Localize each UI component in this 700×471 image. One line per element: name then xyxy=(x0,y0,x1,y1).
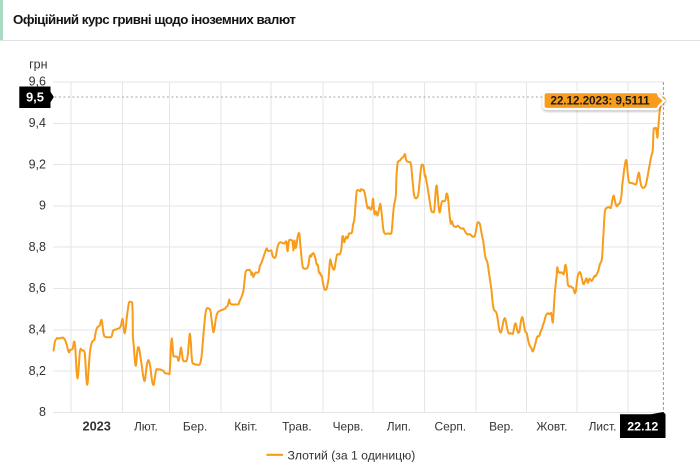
svg-text:2023: 2023 xyxy=(82,419,110,434)
svg-text:9,5: 9,5 xyxy=(26,90,44,105)
svg-text:8,6: 8,6 xyxy=(29,281,46,295)
svg-text:22.12: 22.12 xyxy=(627,420,658,434)
svg-text:Жовт.: Жовт. xyxy=(536,420,567,434)
svg-text:Черв.: Черв. xyxy=(333,420,364,434)
svg-text:Квіт.: Квіт. xyxy=(234,420,257,434)
svg-text:Злотий (за 1 одиницю): Злотий (за 1 одиницю) xyxy=(288,448,416,462)
svg-text:9,4: 9,4 xyxy=(29,116,46,130)
svg-text:9: 9 xyxy=(39,199,46,213)
svg-text:Серп.: Серп. xyxy=(435,420,467,434)
svg-text:Лип.: Лип. xyxy=(387,420,411,434)
svg-text:Лют.: Лют. xyxy=(134,420,158,434)
svg-text:Трав.: Трав. xyxy=(282,420,311,434)
svg-text:8,2: 8,2 xyxy=(29,364,46,378)
svg-text:Лист.: Лист. xyxy=(589,420,617,434)
svg-text:8,4: 8,4 xyxy=(29,323,46,337)
svg-text:грн: грн xyxy=(29,58,48,72)
svg-text:Вер.: Вер. xyxy=(489,420,513,434)
svg-text:Бер.: Бер. xyxy=(183,420,207,434)
svg-text:9,6: 9,6 xyxy=(29,75,46,89)
svg-text:22.12.2023: 9,5111: 22.12.2023: 9,5111 xyxy=(550,94,650,108)
svg-text:8,8: 8,8 xyxy=(29,240,46,254)
svg-text:9,2: 9,2 xyxy=(29,157,46,171)
svg-text:8: 8 xyxy=(39,405,46,419)
